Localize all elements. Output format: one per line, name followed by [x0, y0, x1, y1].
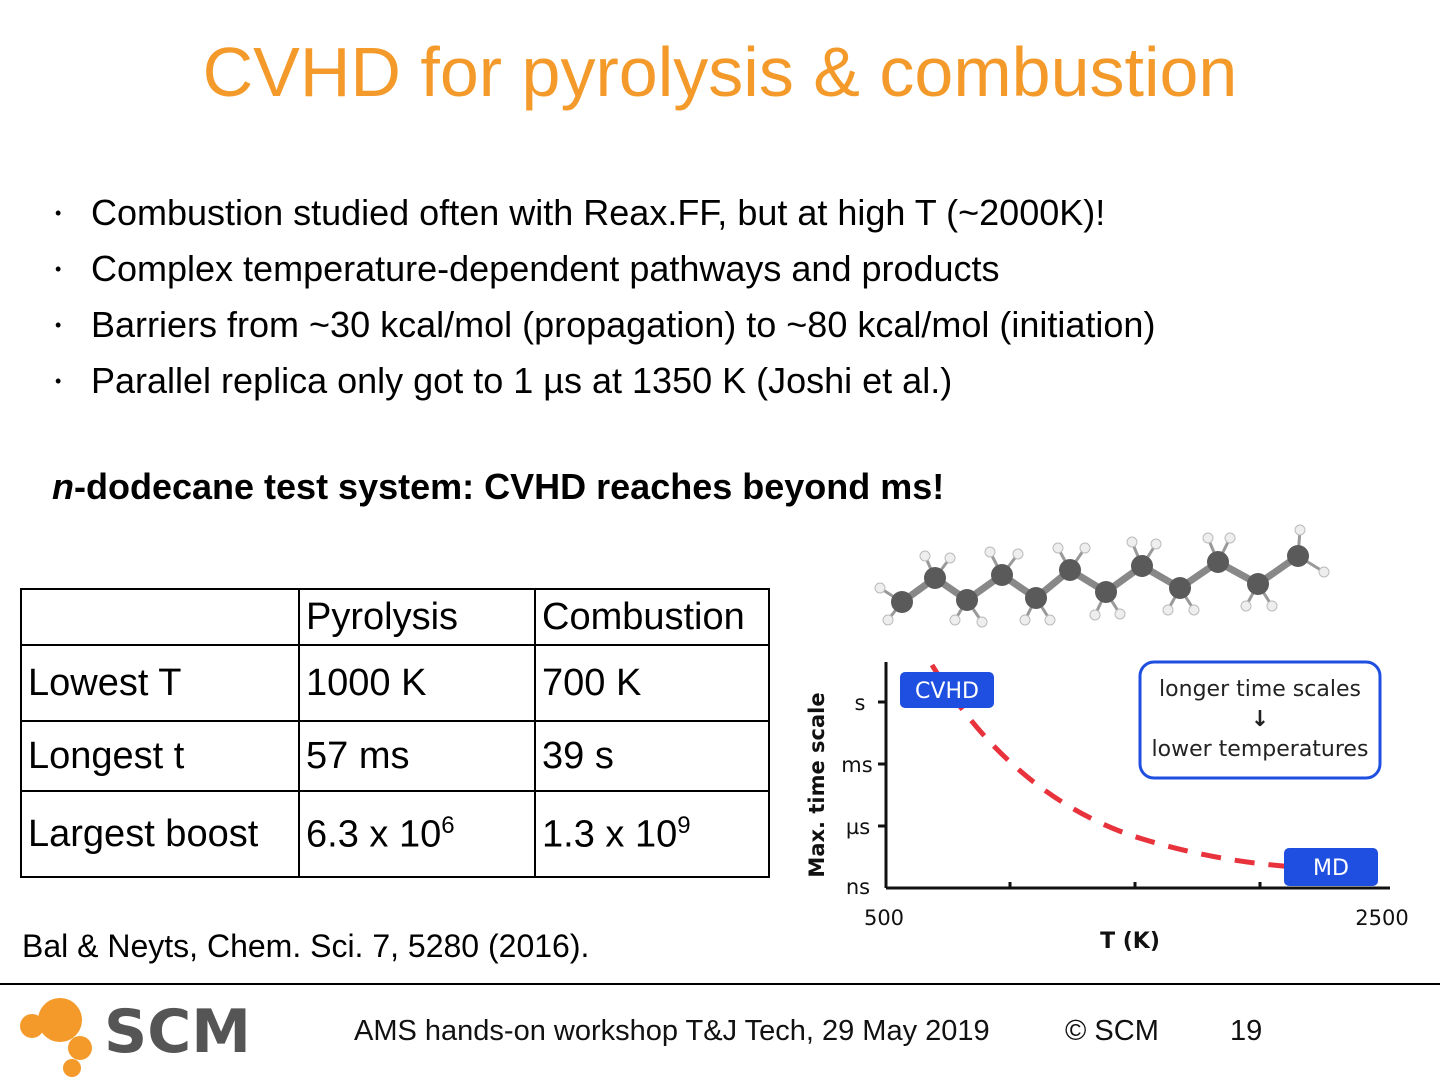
bullet-item: • Barriers from ~30 kcal/mol (propagatio…	[55, 297, 1355, 353]
ytick-label: µs	[846, 815, 870, 839]
table-cell: 1000 K	[298, 644, 536, 722]
bullet-dot: •	[55, 202, 62, 223]
subheading-text: -dodecane test system: CVHD reaches beyo…	[74, 466, 945, 507]
ytick-label: s	[855, 691, 866, 715]
table-header-cell: Pyrolysis	[298, 588, 536, 646]
footer-event: AMS hands-on workshop T&J Tech, 29 May 2…	[354, 1015, 990, 1047]
table-cell: 57 ms	[298, 720, 536, 792]
table-row: Lowest T 1000 K 700 K	[20, 644, 770, 722]
table-header-cell: Combustion	[534, 588, 770, 646]
table-row: Largest boost 6.3 x 106 1.3 x 109	[20, 790, 770, 878]
scm-logo: SCM	[20, 997, 251, 1077]
note-line-2: lower temperatures	[1152, 737, 1369, 762]
ytick-label: ns	[846, 875, 870, 899]
note-box: longer time scales ↓ lower temperatures	[1138, 660, 1382, 780]
table-row-label: Longest t	[20, 720, 300, 792]
bullet-dot: •	[55, 258, 62, 279]
md-badge: MD	[1284, 848, 1378, 886]
bullet-text: Parallel replica only got to 1 µs at 135…	[91, 360, 953, 401]
footer-divider	[0, 983, 1440, 985]
table-cell: 700 K	[534, 644, 770, 722]
table-cell: 6.3 x 106	[298, 790, 536, 878]
table-row: Longest t 57 ms 39 s	[20, 720, 770, 792]
bullet-item: • Combustion studied often with Reax.FF,…	[55, 185, 1355, 241]
ytick-label: ms	[841, 753, 872, 777]
subheading-italic: n	[52, 466, 74, 507]
boost-base: 1.3 x 10	[542, 813, 678, 856]
xtick-label: 500	[864, 906, 904, 930]
boost-exponent: 9	[677, 811, 691, 839]
page-number: 19	[1230, 1015, 1263, 1047]
cvhd-figure: s ms µs ns 500 2500 T (K) Max. time scal…	[805, 524, 1409, 954]
subheading: n-dodecane test system: CVHD reaches bey…	[52, 466, 944, 508]
bullet-item: • Parallel replica only got to 1 µs at 1…	[55, 353, 1355, 409]
xtick-label: 2500	[1355, 906, 1408, 930]
plot-axes	[878, 662, 1390, 890]
table-cell: 39 s	[534, 720, 770, 792]
bullet-list: • Combustion studied often with Reax.FF,…	[55, 185, 1355, 409]
cvhd-label: CVHD	[915, 679, 979, 704]
table-header-row: Pyrolysis Combustion	[20, 588, 770, 646]
results-table: Pyrolysis Combustion Lowest T 1000 K 700…	[20, 588, 770, 878]
time-scale-curve	[929, 663, 1311, 871]
slide-title: CVHD for pyrolysis & combustion	[202, 33, 1238, 111]
bullet-text: Barriers from ~30 kcal/mol (propagation)…	[91, 304, 1156, 345]
x-axis-label: T (K)	[1100, 929, 1160, 954]
bullet-item: • Complex temperature-dependent pathways…	[55, 241, 1355, 297]
dodecane-molecule-image	[874, 524, 1330, 628]
bullet-dot: •	[55, 314, 62, 335]
footer-copyright: © SCM	[1065, 1015, 1159, 1047]
y-axis-label: Max. time scale	[805, 692, 829, 877]
boost-base: 6.3 x 10	[306, 813, 442, 856]
table-row-label: Lowest T	[20, 644, 300, 722]
cvhd-badge: CVHD	[900, 672, 994, 708]
md-label: MD	[1313, 856, 1349, 881]
bullet-dot: •	[55, 370, 62, 391]
table-header-cell	[20, 588, 300, 646]
bullet-text: Complex temperature-dependent pathways a…	[91, 248, 1000, 289]
bullet-text: Combustion studied often with Reax.FF, b…	[91, 192, 1106, 233]
table-row-label: Largest boost	[20, 790, 300, 878]
note-line-1: longer time scales	[1159, 677, 1361, 702]
down-arrow-icon: ↓	[1251, 707, 1269, 732]
table-cell: 1.3 x 109	[534, 790, 770, 878]
boost-exponent: 6	[441, 811, 455, 839]
logo-text: SCM	[104, 997, 251, 1067]
citation: Bal & Neyts, Chem. Sci. 7, 5280 (2016).	[22, 928, 590, 964]
